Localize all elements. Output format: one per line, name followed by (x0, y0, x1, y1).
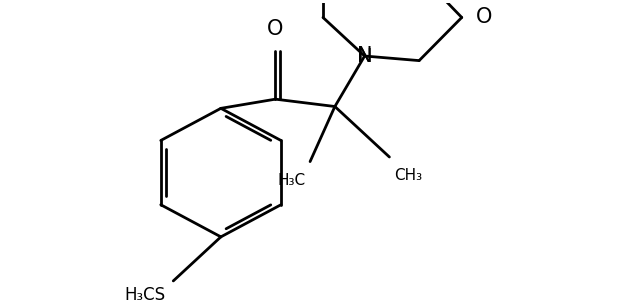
Text: N: N (357, 46, 372, 66)
Text: CH₃: CH₃ (394, 168, 422, 183)
Text: H₃C: H₃C (277, 173, 305, 188)
Text: H₃CS: H₃CS (124, 285, 165, 304)
Text: N: N (357, 47, 372, 65)
Text: O: O (476, 7, 492, 28)
Text: O: O (268, 20, 284, 39)
